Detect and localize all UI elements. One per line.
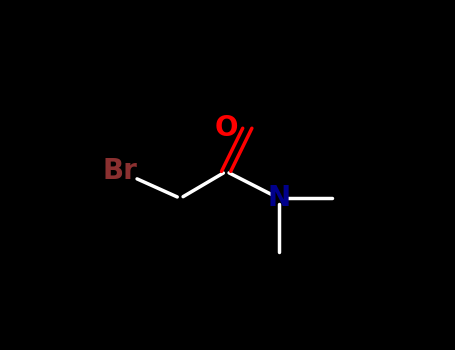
Text: O: O — [214, 114, 238, 142]
Text: N: N — [268, 184, 291, 212]
Text: Br: Br — [103, 158, 138, 186]
